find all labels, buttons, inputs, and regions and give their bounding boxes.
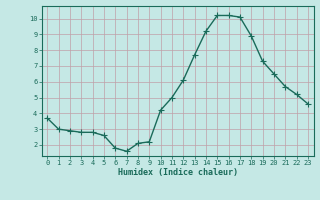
X-axis label: Humidex (Indice chaleur): Humidex (Indice chaleur) bbox=[118, 168, 237, 177]
